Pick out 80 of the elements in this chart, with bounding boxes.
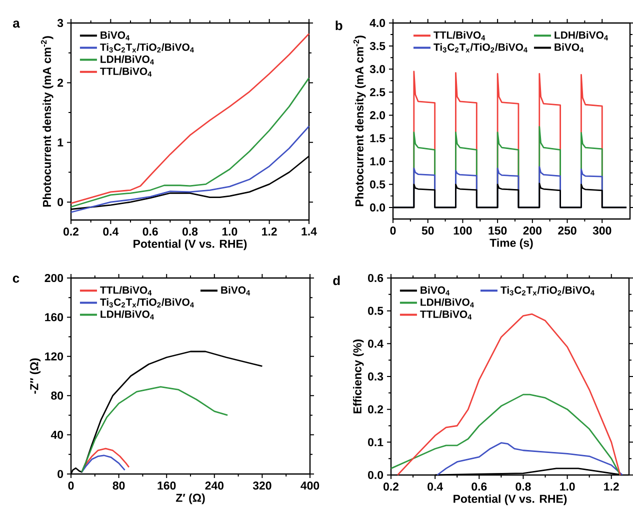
x-axis-title: Z′ (Ω) <box>176 493 205 504</box>
y-axis-title: -Z′′ (Ω) <box>30 358 41 394</box>
y-tick-label: 0.5 <box>368 306 384 315</box>
y-tick-label: 0.4 <box>368 340 384 348</box>
y-tick-label: 2.5 <box>370 88 386 96</box>
text: d <box>333 276 340 286</box>
x-tick-label: 1.2 <box>604 482 619 491</box>
x-tick-label: 0 <box>390 226 396 235</box>
y-tick-label: 0.2 <box>368 405 384 414</box>
y-tick-label: 160 <box>45 313 64 322</box>
legend-label: BiVO$_{4}$ <box>554 43 584 52</box>
x-tick-label: 0.8 <box>516 482 531 491</box>
y-tick-label: 120 <box>45 352 64 360</box>
x-tick-label: 0.4 <box>103 228 119 236</box>
text: b <box>336 20 342 30</box>
y-tick-label: 2.0 <box>370 111 386 120</box>
x-tick-label: 1.2 <box>262 228 277 236</box>
x-tick-label: 240 <box>205 482 224 490</box>
y-tick-label: 3 <box>57 18 64 28</box>
y-tick-label: 3.5 <box>370 42 386 50</box>
x-tick-label: 100 <box>454 226 472 235</box>
x-tick-label: 150 <box>488 226 507 235</box>
x-tick-label: 300 <box>592 226 612 235</box>
y-tick-label: 4.0 <box>370 18 386 28</box>
text: Ti$_{3}$C$_{2}$T$_{x}$/TiO$_{2}$/BiVO$_{4}$ <box>434 43 528 52</box>
legend-label: TTL/BiVO$_{4}$ <box>100 67 152 77</box>
legend-label: TTL/BiVO$_{4}$ <box>434 31 486 40</box>
x-tick-label: 0.2 <box>63 228 78 236</box>
y-axis-title: Photocurrent density (mA cm$^{-2}$) <box>353 36 366 206</box>
y-axis-title: Photocurrent density (mA cm$^{-2}$) <box>40 36 54 207</box>
x-tick-label: 80 <box>112 482 125 490</box>
legend-label: LDH/BiVO$_{4}$ <box>554 31 608 40</box>
x-tick-label: 0.4 <box>428 482 443 491</box>
text: Ti$_{3}$C$_{2}$T$_{x}$/TiO$_{2}$/BiVO$_{4}$ <box>100 43 194 52</box>
x-tick-label: 0.6 <box>142 228 158 236</box>
x-tick-label: 0.8 <box>182 228 198 236</box>
x-tick-label: 0.2 <box>383 482 398 491</box>
y-tick-label: 0.6 <box>368 274 384 282</box>
y-tick-label: 1 <box>58 138 64 146</box>
y-tick-label: 80 <box>51 392 64 400</box>
legend-label: TTL/BiVO$_{4}$ <box>100 286 152 296</box>
x-tick-label: 1.0 <box>222 228 238 236</box>
y-tick-label: 0.1 <box>368 438 384 446</box>
y-tick-label: 200 <box>44 274 64 282</box>
x-tick-label: 400 <box>300 482 320 490</box>
x-tick-label: 200 <box>523 226 542 235</box>
x-axis-title: Time (s) <box>490 238 533 250</box>
y-tick-label: 1.5 <box>370 134 386 142</box>
legend-label: BiVO$_{4}$ <box>420 286 450 296</box>
x-tick-label: 250 <box>558 226 576 235</box>
y-tick-label: 40 <box>50 430 64 439</box>
x-tick-label: 0.6 <box>472 482 487 491</box>
legend-label: TTL/BiVO$_{4}$ <box>420 310 472 320</box>
legend-label: LDH/BiVO$_{4}$ <box>100 310 154 320</box>
text: Ti$_{3}$C$_{2}$T$_{x}$/TiO$_{2}$/BiVO$_{4}$ <box>100 298 194 308</box>
y-tick-label: 0 <box>58 470 64 478</box>
y-tick-label: 3.0 <box>370 65 386 74</box>
x-tick-label: 0 <box>68 482 74 490</box>
y-tick-label: 1.0 <box>370 157 386 166</box>
legend-label: LDH/BiVO$_{4}$ <box>420 298 474 308</box>
legend-label: LDH/BiVO$_{4}$ <box>100 55 154 64</box>
legend-label: BiVO$_{4}$ <box>221 286 250 296</box>
x-tick-label: 50 <box>422 226 434 235</box>
x-tick-label: 160 <box>158 482 176 490</box>
x-tick-label: 1.0 <box>560 482 575 491</box>
x-axis-title: Potential (V vs. RHE) <box>454 494 567 506</box>
y-tick-label: 2 <box>58 78 64 87</box>
x-tick-label: 1.4 <box>302 228 317 236</box>
x-axis-title: Potential (V vs. RHE) <box>134 239 247 250</box>
y-axis-title: Efficiency (%) <box>353 340 364 414</box>
text: c <box>12 276 20 283</box>
text: Ti$_{3}$C$_{2}$T$_{x}$/TiO$_{2}$/BiVO$_{4}$ <box>500 286 594 296</box>
y-tick-label: 0.5 <box>370 180 386 188</box>
y-tick-label: 0.0 <box>368 470 384 480</box>
y-tick-label: 0 <box>58 198 64 206</box>
text: a <box>13 20 20 28</box>
y-tick-label: 0.0 <box>370 203 386 212</box>
y-tick-label: 0.3 <box>368 372 384 381</box>
x-tick-label: 320 <box>252 482 272 490</box>
legend-label: BiVO$_{4}$ <box>100 31 130 40</box>
